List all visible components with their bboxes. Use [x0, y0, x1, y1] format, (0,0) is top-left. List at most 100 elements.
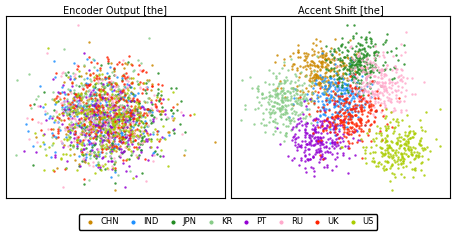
Point — [158, 135, 165, 139]
Point — [354, 49, 361, 52]
Point — [283, 89, 291, 92]
Point — [349, 95, 356, 98]
Point — [265, 102, 273, 106]
Point — [340, 86, 347, 90]
Point — [165, 130, 172, 134]
Point — [100, 112, 107, 116]
Point — [293, 50, 301, 54]
Point — [302, 54, 309, 58]
Point — [112, 97, 120, 101]
Point — [394, 166, 401, 170]
Point — [294, 102, 302, 106]
Point — [133, 109, 140, 113]
Point — [83, 152, 90, 156]
Point — [346, 86, 353, 90]
Point — [74, 138, 81, 142]
Point — [360, 148, 367, 152]
Point — [126, 123, 134, 127]
Point — [325, 59, 333, 63]
Point — [358, 81, 365, 85]
Point — [351, 65, 358, 69]
Point — [99, 116, 106, 119]
Point — [258, 92, 265, 96]
Point — [101, 115, 108, 119]
Point — [313, 135, 320, 139]
Point — [111, 120, 119, 124]
Point — [77, 132, 85, 136]
Point — [310, 78, 318, 82]
Point — [338, 61, 345, 64]
Point — [353, 140, 360, 144]
Point — [129, 121, 136, 125]
Point — [381, 73, 388, 76]
Point — [123, 140, 130, 144]
Point — [369, 92, 377, 96]
Point — [402, 152, 409, 156]
Point — [131, 106, 139, 110]
Point — [324, 80, 331, 84]
Point — [326, 46, 334, 50]
Point — [144, 79, 152, 83]
Point — [59, 83, 66, 87]
Point — [289, 135, 296, 139]
Point — [123, 82, 130, 86]
Point — [103, 144, 110, 148]
Point — [115, 114, 122, 118]
Point — [111, 162, 118, 166]
Point — [324, 97, 332, 101]
Point — [98, 72, 106, 76]
Point — [73, 107, 80, 111]
Point — [370, 159, 377, 162]
Point — [342, 82, 349, 86]
Point — [126, 117, 133, 121]
Point — [273, 121, 280, 124]
Point — [108, 141, 115, 145]
Point — [79, 147, 86, 151]
Point — [51, 102, 58, 106]
Point — [355, 105, 363, 109]
Point — [331, 110, 339, 114]
Point — [382, 138, 389, 142]
Point — [100, 125, 107, 129]
Point — [281, 113, 288, 116]
Point — [378, 91, 385, 95]
Point — [397, 161, 404, 165]
Point — [116, 128, 123, 132]
Point — [110, 139, 117, 143]
Point — [96, 124, 103, 128]
Point — [105, 146, 112, 149]
Point — [99, 165, 106, 168]
Point — [355, 67, 362, 71]
Point — [79, 110, 86, 114]
Point — [338, 83, 345, 86]
Point — [275, 110, 283, 113]
Point — [346, 56, 354, 60]
Point — [332, 57, 339, 60]
Point — [116, 97, 123, 101]
Point — [319, 106, 327, 110]
Point — [109, 140, 116, 143]
Point — [64, 106, 71, 110]
Point — [98, 82, 105, 86]
Point — [375, 103, 382, 106]
Point — [119, 97, 126, 101]
Point — [136, 128, 143, 132]
Point — [322, 92, 329, 96]
Point — [101, 112, 108, 116]
Point — [68, 81, 75, 84]
Point — [114, 93, 121, 97]
Point — [325, 60, 333, 64]
Point — [388, 188, 395, 192]
Point — [147, 121, 154, 124]
Point — [332, 73, 339, 77]
Point — [309, 132, 316, 136]
Point — [394, 162, 401, 165]
Point — [341, 110, 348, 114]
Point — [67, 106, 74, 110]
Point — [355, 72, 362, 76]
Point — [95, 108, 102, 112]
Point — [93, 117, 100, 121]
Point — [43, 153, 50, 157]
Point — [342, 86, 349, 90]
Point — [55, 117, 62, 120]
